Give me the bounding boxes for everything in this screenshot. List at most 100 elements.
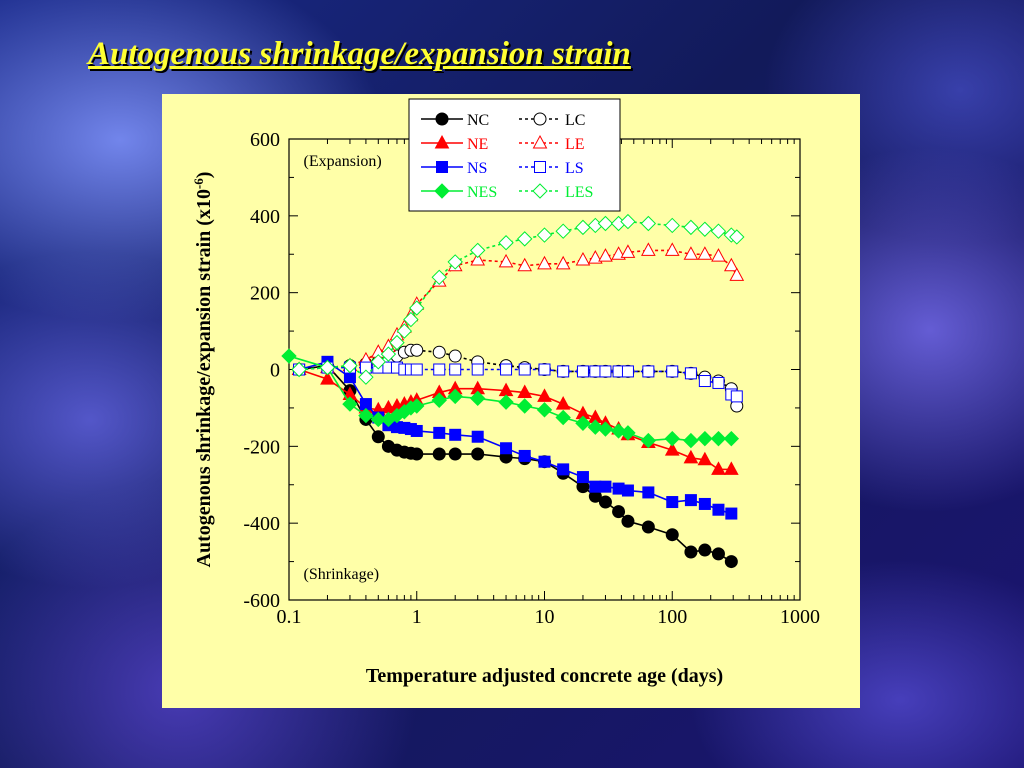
legend-entry-ne: NE — [421, 134, 488, 153]
x-tick-label: 1000 — [780, 606, 820, 628]
data-point-le — [498, 253, 514, 268]
data-point-nc — [684, 545, 698, 559]
data-point-les — [697, 221, 713, 237]
series-line-nc — [299, 364, 732, 563]
data-point-les — [469, 242, 486, 259]
series-les — [291, 213, 745, 385]
legend-marker-ns — [436, 161, 448, 173]
data-point-ns — [712, 503, 725, 516]
data-point-ns — [433, 426, 446, 439]
data-point-le — [729, 267, 745, 281]
data-point-nc — [432, 447, 446, 461]
data-point-le — [598, 248, 613, 262]
data-point-ns — [557, 463, 570, 476]
data-point-les — [640, 215, 657, 232]
data-point-nc — [641, 520, 655, 534]
y-tick-label: 600 — [250, 129, 280, 151]
data-point-ns — [599, 480, 612, 493]
data-point-nes — [723, 430, 740, 447]
data-point-nes — [370, 411, 387, 428]
data-point-le — [587, 250, 603, 264]
legend-label-nc: NC — [467, 112, 489, 129]
data-point-ne — [517, 384, 533, 399]
data-point-les — [358, 369, 374, 385]
data-point-nes — [358, 407, 374, 424]
data-point-ne — [683, 449, 699, 464]
data-point-nes — [597, 421, 614, 437]
legend-entry-ns: NS — [421, 160, 487, 177]
series-line-le — [299, 249, 738, 371]
data-point-ls — [730, 390, 743, 403]
y-tick-label: 0 — [270, 360, 280, 382]
data-point-ne — [711, 461, 726, 475]
data-point-ne — [320, 371, 335, 385]
legend-label-ns: NS — [467, 160, 487, 177]
data-point-ls — [471, 363, 484, 376]
legend-entry-le: LE — [519, 134, 585, 153]
data-point-nc — [410, 447, 424, 461]
data-point-ls — [500, 363, 513, 376]
data-point-les — [664, 217, 680, 234]
y-tick-label: -600 — [243, 590, 280, 612]
legend-entry-lc: LC — [519, 112, 585, 129]
legend-marker-les — [532, 183, 548, 199]
data-point-nc — [698, 543, 712, 557]
data-point-les — [536, 227, 553, 243]
chart: 0.1 1 10 100 1000 600 400 200 0 -200 -400 -600 Tempe… — [191, 98, 820, 687]
data-point-ne — [664, 442, 680, 456]
data-point-les — [396, 323, 413, 339]
data-point-les — [620, 213, 636, 230]
y-tick-label: 200 — [250, 283, 280, 305]
data-point-ns — [410, 424, 423, 437]
data-point-nc — [621, 514, 635, 528]
x-tick-label: 100 — [657, 606, 687, 628]
data-point-ls — [433, 363, 446, 376]
data-point-nes — [431, 392, 447, 408]
legend-label-lc: LC — [565, 112, 585, 129]
slide-title: Autogenous shrinkage/expansion strain — [88, 36, 631, 72]
data-point-ns — [538, 455, 551, 468]
series-line-ne — [298, 368, 732, 471]
y-tick-label: 400 — [250, 206, 280, 228]
data-point-nc — [724, 555, 738, 569]
data-point-ls — [518, 363, 531, 376]
data-point-ne — [537, 388, 552, 402]
legend-entry-les: LES — [519, 183, 593, 201]
data-point-nes — [710, 430, 727, 447]
legend-entry-ls: LS — [519, 160, 584, 177]
y-tick-label: -200 — [243, 436, 280, 458]
data-point-le — [683, 246, 699, 260]
data-point-les — [342, 357, 358, 374]
expansion-annotation: (Expansion) — [304, 153, 382, 170]
data-point-nc — [371, 430, 385, 444]
data-point-ls — [576, 365, 589, 378]
data-point-nes — [342, 396, 358, 412]
data-point-nes — [683, 432, 699, 449]
data-point-le — [517, 257, 533, 272]
data-point-les — [555, 223, 571, 239]
data-point-nc — [612, 505, 626, 519]
data-point-ls — [684, 367, 697, 380]
data-point-ns — [684, 494, 697, 507]
data-point-ls — [589, 365, 602, 378]
data-point-ns — [449, 428, 462, 441]
data-point-nes — [664, 430, 680, 447]
chart-panel: 0.1 1 10 100 1000 600 400 200 0 -200 -400 -600 Tempe… — [162, 94, 860, 708]
data-point-ns — [666, 496, 679, 509]
data-point-les — [409, 300, 425, 316]
data-point-le — [664, 242, 680, 256]
legend-marker-nc — [435, 112, 449, 126]
data-point-les — [710, 223, 727, 239]
data-point-le — [697, 246, 713, 260]
data-point-ls — [621, 365, 634, 378]
data-point-nes — [409, 398, 425, 414]
data-point-ne — [723, 461, 739, 475]
data-point-nes — [281, 348, 297, 364]
legend-entry-nc: NC — [421, 112, 489, 129]
data-point-nes — [536, 402, 553, 418]
data-point-nc — [598, 495, 612, 509]
data-point-les — [291, 361, 307, 378]
data-point-nc — [665, 528, 679, 542]
data-point-les — [498, 235, 514, 251]
x-tick-label: 0.1 — [277, 606, 302, 628]
